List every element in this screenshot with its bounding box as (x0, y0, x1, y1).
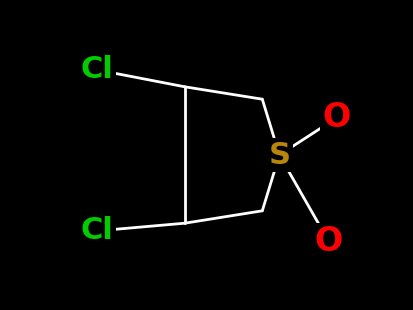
Text: O: O (315, 225, 343, 258)
Text: O: O (323, 101, 351, 134)
Text: S: S (268, 140, 290, 170)
Text: Cl: Cl (80, 55, 113, 84)
Text: Cl: Cl (80, 216, 113, 246)
